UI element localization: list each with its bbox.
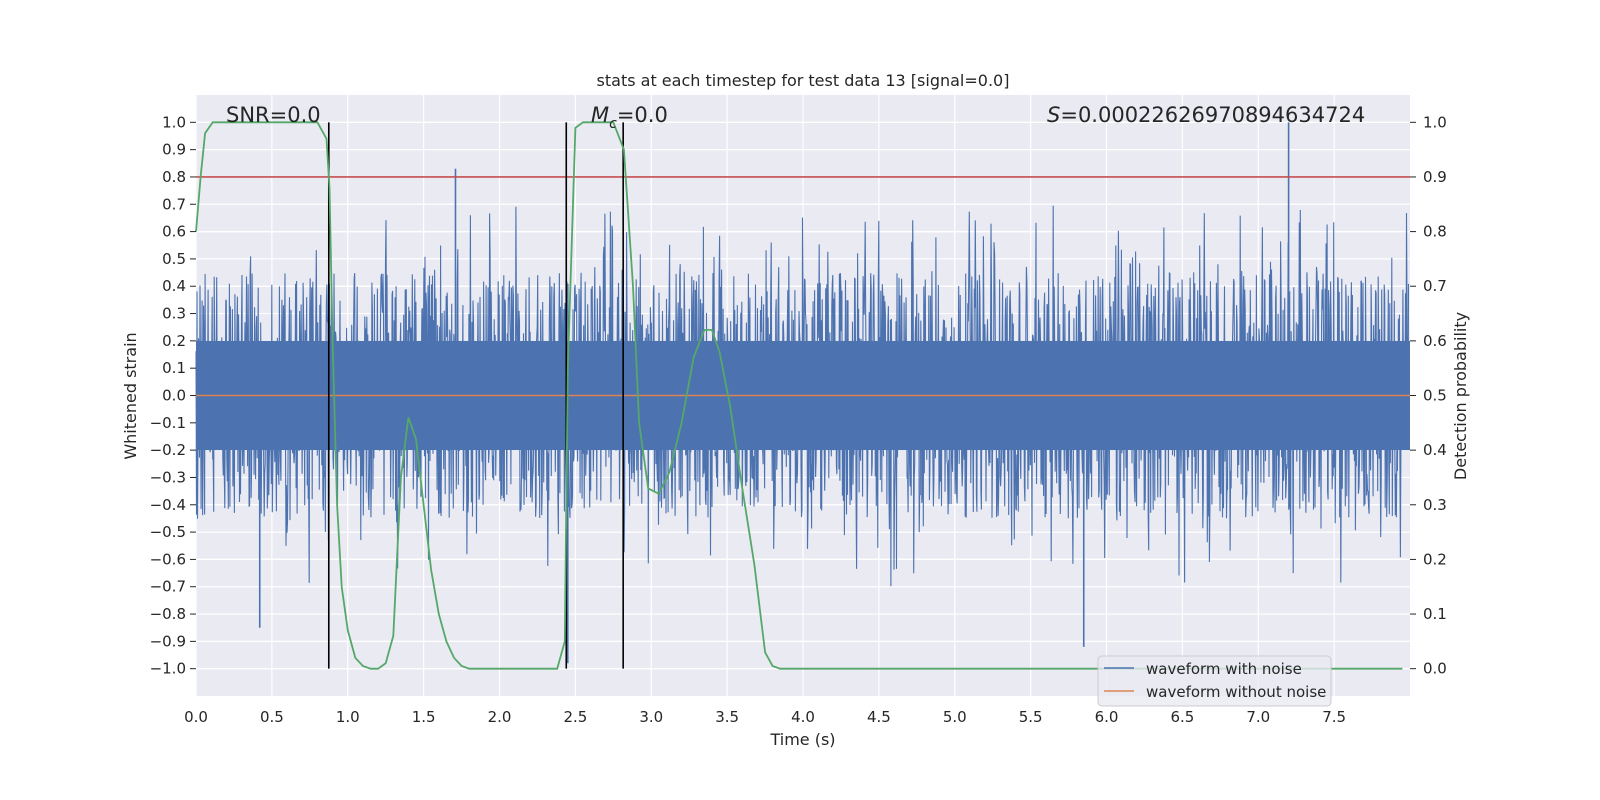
series-overlay [195, 121, 1410, 670]
x-tick-label-7: 3.5 [715, 708, 739, 726]
x-tick-label-9: 4.5 [867, 708, 891, 726]
y2-tick-label-6: 0.4 [1423, 441, 1447, 459]
y2-tick-label-5: 0.5 [1423, 387, 1447, 405]
y2-tick-label-7: 0.3 [1423, 496, 1447, 514]
y-axis-ticks: 1.0 0.9 0.8 0.7 0.6 0.5 0.4 0.3 0.2 0.1 0.0 −0.1 −0.… [150, 113, 196, 678]
s-statistic-value: =0.00022626970894634724 [1060, 103, 1365, 127]
y-tick-label-20: −1.0 [150, 660, 186, 678]
chart-title: stats at each timestep for test data 13 … [597, 71, 1010, 90]
s-statistic-symbol: S [1047, 103, 1060, 127]
y-tick-label-19: −0.9 [150, 632, 186, 650]
y-tick-label-6: 0.4 [162, 277, 186, 295]
chirp-mass-symbol: M [591, 103, 609, 127]
legend-label-noise: waveform with noise [1146, 660, 1302, 678]
x-tick-label-0: 0.0 [184, 708, 208, 726]
x-tick-label-2: 1.0 [336, 708, 360, 726]
y2-tick-label-4: 0.6 [1423, 332, 1447, 350]
x-tick-label-5: 2.5 [563, 708, 587, 726]
y-tick-label-5: 0.5 [162, 250, 186, 268]
x-axis-ticks: 0.0 0.5 1.0 1.5 2.0 2.5 3.0 3.5 4.0 4.5 5.0 5.5 6.0 6… [184, 708, 1346, 726]
legend: waveform with noise waveform without noi… [1097, 655, 1332, 707]
x-tick-label-3: 1.5 [412, 708, 436, 726]
y-tick-label-15: −0.5 [150, 523, 186, 541]
x-tick-label-1: 0.5 [260, 708, 284, 726]
legend-box [1097, 655, 1332, 707]
y2-tick-label-3: 0.7 [1423, 277, 1447, 295]
y2-tick-label-1: 0.9 [1423, 168, 1447, 186]
y2-tick-label-8: 0.2 [1423, 550, 1447, 568]
y2-axis-ticks: 1.0 0.9 0.8 0.7 0.6 0.5 0.4 0.3 0.2 0.1 0.0 [1410, 113, 1447, 678]
y-tick-label-12: −0.2 [150, 441, 186, 459]
y-tick-label-1: 0.9 [162, 141, 186, 159]
x-tick-label-14: 7.0 [1246, 708, 1270, 726]
chirp-mass-annotation: Mc=0.0 [591, 103, 668, 132]
y-tick-label-0: 1.0 [162, 113, 186, 131]
y2-tick-label-9: 0.1 [1423, 605, 1447, 623]
x-tick-label-15: 7.5 [1322, 708, 1346, 726]
snr-annotation: SNR=0.0 [226, 103, 321, 127]
y-tick-label-9: 0.1 [162, 359, 186, 377]
y-tick-label-16: −0.6 [150, 550, 186, 568]
y2-tick-label-10: 0.0 [1423, 660, 1447, 678]
y-tick-label-2: 0.8 [162, 168, 186, 186]
x-tick-label-8: 4.0 [791, 708, 815, 726]
x-tick-label-10: 5.0 [943, 708, 967, 726]
chirp-mass-subscript: c [609, 116, 617, 132]
y-tick-label-10: 0.0 [162, 387, 186, 405]
y-tick-label-13: −0.3 [150, 468, 186, 486]
y-tick-label-8: 0.2 [162, 332, 186, 350]
y-tick-label-4: 0.6 [162, 223, 186, 241]
y-tick-label-11: −0.1 [150, 414, 186, 432]
x-tick-label-13: 6.5 [1170, 708, 1194, 726]
y-tick-label-14: −0.4 [150, 496, 186, 514]
y-tick-label-18: −0.8 [150, 605, 186, 623]
y2-tick-label-2: 0.8 [1423, 223, 1447, 241]
y2-tick-label-0: 1.0 [1423, 113, 1447, 131]
y-tick-label-3: 0.7 [162, 195, 186, 213]
legend-label-clean: waveform without noise [1146, 683, 1326, 701]
y2-axis-label: Detection probability [1451, 312, 1470, 480]
detection-probability-line [195, 121, 1403, 670]
chirp-mass-value: =0.0 [617, 103, 668, 127]
x-tick-label-4: 2.0 [488, 708, 512, 726]
y-tick-label-7: 0.3 [162, 305, 186, 323]
y-tick-label-17: −0.7 [150, 578, 186, 596]
x-axis-label: Time (s) [769, 730, 835, 749]
s-statistic-annotation: S=0.00022626970894634724 [1047, 103, 1365, 127]
x-tick-label-12: 6.0 [1095, 708, 1119, 726]
x-tick-label-11: 5.5 [1019, 708, 1043, 726]
x-tick-label-6: 3.0 [639, 708, 663, 726]
y-axis-label: Whitened strain [121, 332, 140, 459]
